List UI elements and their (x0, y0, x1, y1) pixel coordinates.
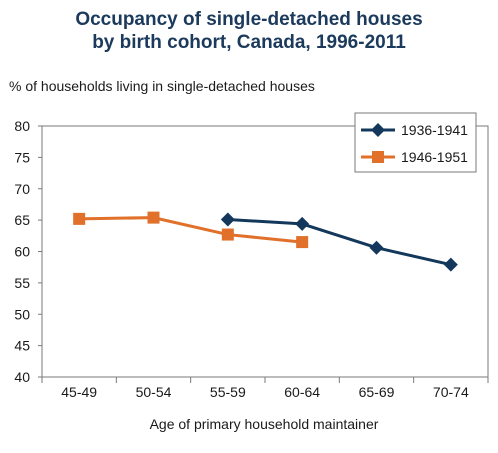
y-tick-label: 40 (14, 369, 30, 385)
y-tick-label: 65 (14, 212, 30, 228)
y-tick-label: 60 (14, 244, 30, 260)
chart-title-line-1: Occupancy of single-detached houses (75, 9, 423, 30)
chart-title: Occupancy of single-detached houses by b… (0, 8, 498, 54)
data-point-1946-1951 (147, 211, 160, 224)
series-line-1936-1941 (227, 218, 452, 267)
legend-swatch-marker (371, 123, 385, 137)
y-tick-label: 45 (14, 338, 30, 354)
data-point-1946-1951 (296, 236, 309, 249)
data-point-1936-1941 (369, 240, 384, 255)
y-tick-label: 80 (14, 118, 30, 134)
x-tick-label: 45-49 (61, 384, 97, 400)
x-tick-label: 50-54 (136, 384, 172, 400)
y-tick-label: 75 (14, 149, 30, 165)
chart-title-line-2: by birth cohort, Canada, 1996-2011 (92, 32, 406, 53)
data-point-1936-1941 (443, 257, 458, 272)
x-axis-label: Age of primary household maintainer (149, 416, 379, 432)
x-tick-label: 55-59 (210, 384, 246, 400)
x-tick-label: 70-74 (433, 384, 469, 400)
y-tick-label: 55 (14, 275, 30, 291)
x-tick-label: 60-64 (284, 384, 320, 400)
legend-label: 1936-1941 (401, 122, 468, 138)
legend-label: 1946-1951 (401, 149, 468, 165)
data-point-1946-1951 (221, 228, 234, 241)
data-point-1936-1941 (295, 216, 310, 231)
series-line-1946-1951 (79, 216, 303, 244)
data-point-1946-1951 (73, 212, 86, 225)
x-tick-label: 65-69 (359, 384, 395, 400)
data-point-1936-1941 (220, 212, 235, 227)
y-tick-label: 50 (14, 306, 30, 322)
legend-swatch-marker (372, 151, 384, 163)
y-axis-label: % of households living in single-detache… (9, 78, 315, 94)
y-tick-label: 70 (14, 181, 30, 197)
